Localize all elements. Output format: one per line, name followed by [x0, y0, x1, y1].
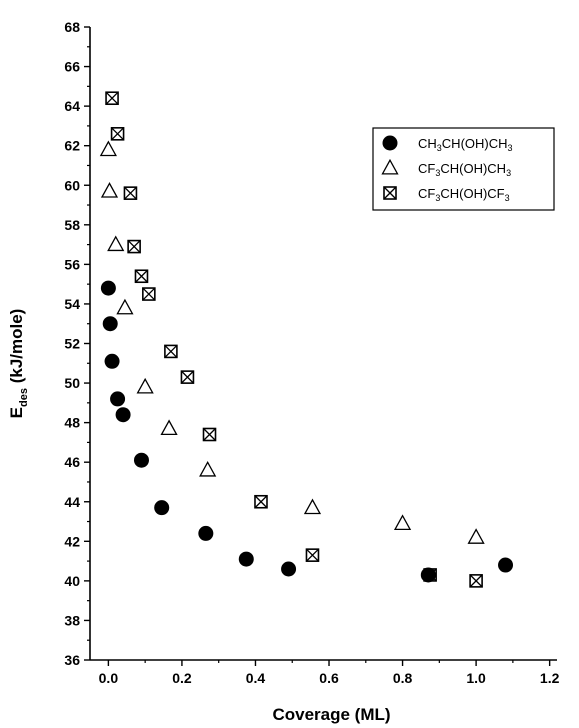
data-point-series-1 [133, 452, 149, 468]
legend-box [372, 127, 555, 211]
x-tick-label: 1.2 [540, 670, 560, 686]
data-point-series-3 [254, 494, 268, 509]
data-point-series-2 [136, 377, 154, 394]
data-point-series-3 [469, 574, 483, 588]
legend-label: CH3CH(OH)CH3 [418, 136, 513, 153]
data-point-series-2 [393, 514, 412, 531]
legend: CH3CH(OH)CH3 CF3CH(OH)CH3 CF3CH(OH)CF3 [372, 127, 555, 211]
data-point-series-3 [110, 127, 125, 141]
data-point-series-3 [164, 344, 178, 359]
y-tick-label: 68 [64, 19, 80, 35]
y-tick-label: 58 [64, 217, 80, 233]
legend-marker [383, 186, 397, 200]
data-point-series-3 [142, 287, 156, 301]
axes-layer: 36 38 40 42 44 46 48 50 52 54 56 58 60 62 64 66 68 0.0 0.2… [64, 19, 559, 686]
data-point-series-1 [420, 567, 436, 583]
y-tick-label: 48 [64, 415, 80, 431]
legend-marker [381, 158, 399, 175]
y-tick-label: 44 [64, 494, 80, 510]
data-point-series-1 [238, 551, 254, 567]
legend-marker [382, 135, 398, 151]
data-point-series-1 [281, 561, 297, 577]
y-tick-label: 66 [64, 59, 80, 75]
data-point-series-2 [99, 140, 117, 157]
data-point-series-2 [160, 419, 178, 436]
legend-label: CF3CH(OH)CH3 [418, 161, 511, 178]
data-point-series-1 [498, 557, 514, 573]
x-tick-label: 0.8 [393, 670, 413, 686]
data-point-series-1 [154, 500, 170, 516]
x-axis-title: Coverage (ML) [272, 705, 390, 724]
data-point-series-3 [127, 239, 141, 254]
y-tick-label: 46 [64, 454, 80, 470]
y-tick-label: 50 [64, 375, 80, 391]
y-tick-label: 36 [64, 652, 80, 668]
data-point-series-2 [303, 498, 322, 515]
x-tick-label: 0.6 [319, 670, 339, 686]
x-tick-label: 1.0 [466, 670, 486, 686]
data-point-series-2 [199, 460, 217, 477]
data-point-series-1 [115, 407, 131, 423]
y-tick-label: 60 [64, 177, 80, 193]
y-tick-label: 64 [64, 98, 80, 114]
data-point-series-3 [134, 269, 149, 284]
data-point-series-1 [100, 280, 116, 296]
x-tick-label: 0.4 [246, 670, 266, 686]
y-axis-title: Edes (kJ/mole) [7, 309, 30, 419]
data-point-series-2 [116, 298, 134, 315]
data-point-series-2 [467, 528, 485, 544]
y-tick-label: 40 [64, 573, 80, 589]
data-point-series-2 [107, 235, 125, 252]
data-point-series-3 [202, 427, 217, 442]
x-tick-label: 0.0 [99, 670, 119, 686]
data-point-series-3 [123, 186, 138, 200]
y-tick-label: 54 [64, 296, 80, 312]
y-tick-label: 62 [64, 138, 80, 154]
data-points [99, 91, 514, 588]
x-tick-label: 0.2 [172, 670, 192, 686]
y-tick-label: 42 [64, 533, 80, 549]
data-point-series-3 [305, 548, 320, 562]
data-point-series-1 [110, 391, 126, 407]
y-tick-label: 56 [64, 256, 80, 272]
legend-label: CF3CH(OH)CF3 [418, 186, 510, 203]
data-point-series-1 [104, 353, 120, 369]
data-point-series-1 [198, 525, 214, 541]
y-tick-label: 38 [64, 612, 80, 628]
y-tick-label: 52 [64, 336, 80, 352]
data-point-series-3 [180, 370, 195, 384]
data-point-series-3 [105, 91, 119, 106]
data-point-series-1 [102, 316, 118, 332]
data-point-series-2 [100, 182, 119, 198]
